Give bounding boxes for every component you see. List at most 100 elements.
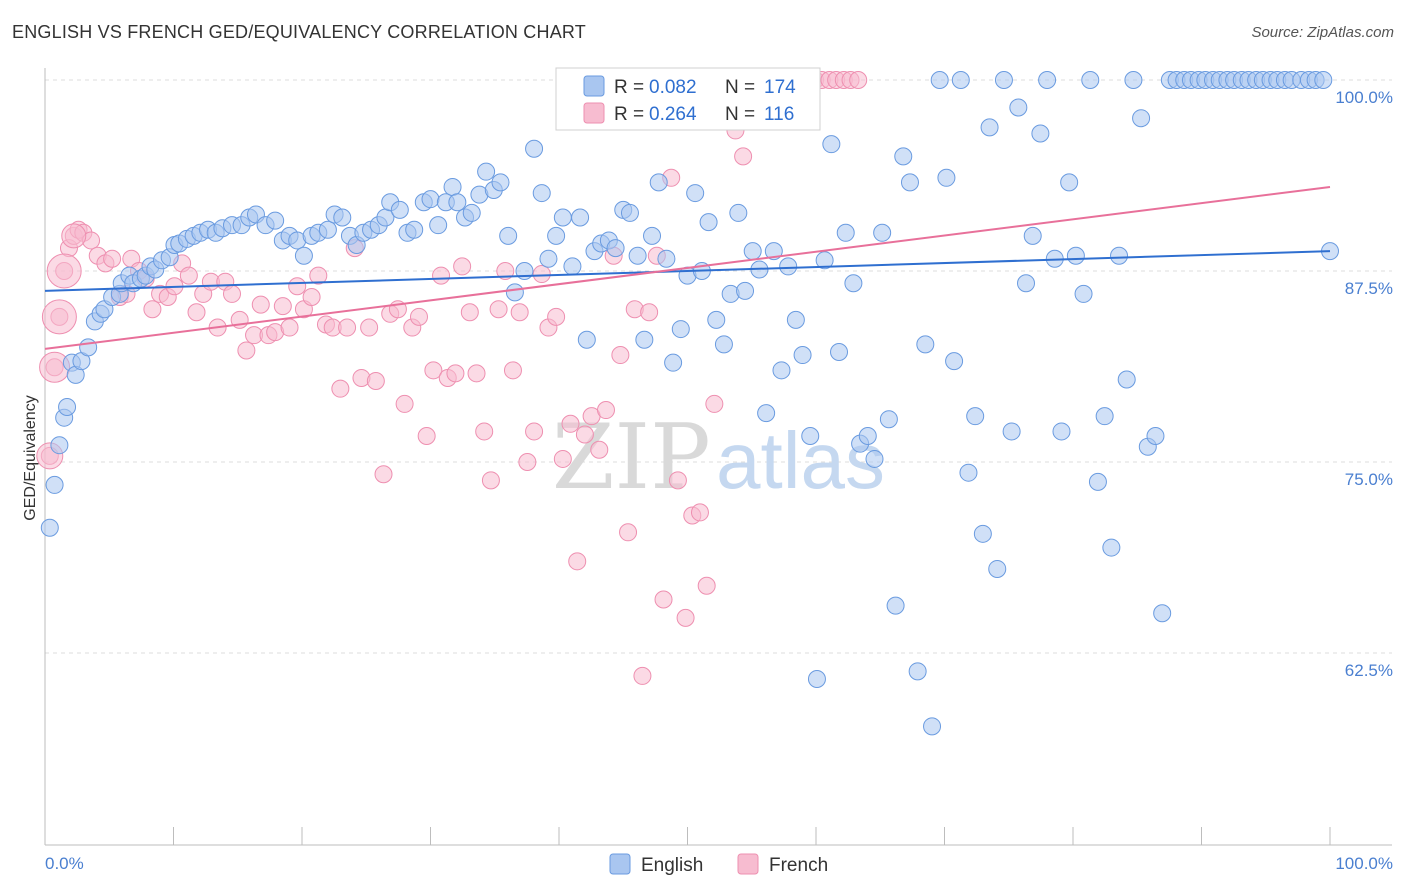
english-point xyxy=(801,427,820,446)
english-n-value: 174 xyxy=(764,77,796,98)
french-point xyxy=(179,266,198,285)
english-point xyxy=(525,139,544,158)
english-trend-line xyxy=(44,250,1331,292)
english-point xyxy=(865,449,884,468)
english-point xyxy=(779,257,798,276)
french-point xyxy=(338,318,357,337)
x-tick-label-min: 0.0% xyxy=(45,854,84,873)
english-point xyxy=(1060,173,1079,192)
english-point xyxy=(807,669,826,688)
english-point xyxy=(815,251,834,270)
english-point xyxy=(822,135,841,154)
english-point xyxy=(532,184,551,203)
legend-english-swatch xyxy=(609,853,631,875)
watermark-atlas: atlas xyxy=(716,416,885,505)
english-point xyxy=(757,404,776,423)
french-r-value: 0.264 xyxy=(649,104,697,125)
french-point xyxy=(575,425,594,444)
english-point xyxy=(1117,370,1136,389)
english-point xyxy=(40,518,59,537)
english-point xyxy=(563,257,582,276)
x-ticks xyxy=(44,827,1331,845)
english-point xyxy=(405,220,424,239)
english-point xyxy=(553,208,572,227)
y-tick-label: 87.5% xyxy=(1345,279,1393,298)
french-point xyxy=(849,71,868,89)
english-point xyxy=(1066,246,1085,265)
french-point xyxy=(640,303,659,322)
french-point xyxy=(360,318,379,337)
english-point xyxy=(79,338,98,357)
french-point xyxy=(331,379,350,398)
stats-legend: R = 0.082 N = 174 R = 0.264 N = 116 xyxy=(555,67,821,131)
french-point xyxy=(633,666,652,685)
french-point xyxy=(553,449,572,468)
english-point xyxy=(1017,274,1036,293)
english-point xyxy=(333,208,352,227)
french-trend-line xyxy=(44,185,1331,350)
french-point xyxy=(510,303,529,322)
english-point xyxy=(923,717,942,736)
french-point xyxy=(424,361,443,380)
french-point xyxy=(475,422,494,441)
y-tick-label: 62.5% xyxy=(1345,661,1393,680)
french-point-large xyxy=(41,299,77,335)
french-point xyxy=(489,300,508,319)
english-point xyxy=(643,226,662,245)
english-point xyxy=(1095,407,1114,426)
english-point xyxy=(743,242,762,261)
english-point xyxy=(505,283,524,302)
y-tick-label: 75.0% xyxy=(1345,470,1393,489)
english-point xyxy=(1146,427,1165,446)
french-point xyxy=(697,576,716,595)
french-r-label: R = xyxy=(614,104,644,125)
french-point xyxy=(366,372,385,391)
french-point xyxy=(611,346,630,365)
english-point xyxy=(1110,246,1129,265)
english-point xyxy=(266,211,285,230)
french-point xyxy=(417,427,436,446)
english-point xyxy=(945,352,964,371)
english-point xyxy=(547,226,566,245)
english-point xyxy=(649,173,668,192)
english-point xyxy=(421,190,440,209)
english-point xyxy=(951,71,970,89)
english-point xyxy=(1009,98,1028,117)
y-tick-label: 100.0% xyxy=(1335,88,1393,107)
french-point xyxy=(288,277,307,296)
english-point xyxy=(628,246,647,265)
french-point xyxy=(503,361,522,380)
french-point xyxy=(596,401,615,420)
english-point xyxy=(477,162,496,181)
french-point xyxy=(547,307,566,326)
english-point xyxy=(462,203,481,222)
legend-french-label: French xyxy=(769,855,828,876)
french-point xyxy=(496,262,515,280)
english-point xyxy=(886,596,905,615)
french-point xyxy=(481,471,500,490)
french-point xyxy=(668,471,687,490)
english-point xyxy=(772,361,791,380)
english-point xyxy=(1031,124,1050,143)
legend-french-swatch xyxy=(737,853,759,875)
french-point xyxy=(568,552,587,571)
series-legend: English French xyxy=(609,853,828,876)
english-point xyxy=(729,203,748,222)
french-point xyxy=(309,266,328,285)
english-point xyxy=(844,274,863,293)
french-points xyxy=(36,71,868,685)
french-point xyxy=(518,453,537,471)
french-point xyxy=(676,608,695,627)
french-point xyxy=(103,249,122,268)
english-point xyxy=(686,184,705,203)
english-n-label: N = xyxy=(725,77,755,98)
french-point xyxy=(460,303,479,322)
english-point xyxy=(836,223,855,242)
french-point xyxy=(374,465,393,484)
french-point xyxy=(532,265,551,284)
english-point xyxy=(606,239,625,258)
english-point xyxy=(930,71,949,89)
english-r-value: 0.082 xyxy=(649,77,697,98)
english-point xyxy=(58,397,77,416)
french-n-label: N = xyxy=(725,104,755,125)
